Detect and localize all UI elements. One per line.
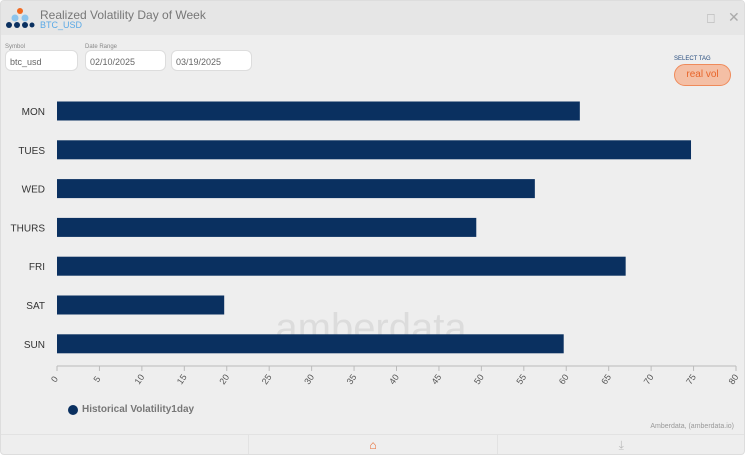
x-tick-label: 10 <box>132 372 146 386</box>
bar-tues <box>57 140 692 160</box>
bar-sat <box>57 295 225 315</box>
bar-fri <box>57 256 626 276</box>
credit: Amberdata, (amberdata.io) <box>650 423 734 430</box>
x-tick-label: 80 <box>727 372 741 386</box>
category-label: THURS <box>11 223 46 234</box>
x-tick-label: 25 <box>260 372 274 386</box>
category-label: SAT <box>26 301 45 312</box>
category-label: WED <box>22 185 45 196</box>
x-tick-label: 50 <box>472 372 486 386</box>
x-tick-label: 20 <box>217 372 231 386</box>
symbol-label: Symbol <box>5 44 26 50</box>
footer-toolbar: ⌂ ⤓ <box>1 434 744 454</box>
x-tick-label: 45 <box>430 372 444 386</box>
bookmark-icon[interactable]: ⎕ <box>707 11 715 26</box>
header: Realized Volatility Day of Week BTC_USD … <box>1 1 744 35</box>
x-tick-label: 15 <box>175 372 189 386</box>
x-tick-label: 55 <box>514 372 528 386</box>
x-tick-label: 60 <box>557 372 571 386</box>
footer-spacer <box>1 435 250 454</box>
chart-subtitle: BTC_USD <box>40 20 83 30</box>
x-tick-label: 0 <box>49 374 60 384</box>
bar-thurs <box>57 217 477 237</box>
x-tick-label: 5 <box>91 374 102 384</box>
category-label: SUN <box>24 340 45 351</box>
legend-marker <box>68 404 78 415</box>
download-icon[interactable]: ⤓ <box>498 435 744 454</box>
x-tick-label: 75 <box>684 372 698 386</box>
category-label: FRI <box>29 262 45 273</box>
camera-icon[interactable]: ⌂ <box>249 435 498 454</box>
bar-wed <box>57 179 535 199</box>
symbol-input[interactable]: btc_usd <box>5 50 78 71</box>
x-tick-label: 40 <box>387 372 401 386</box>
bar-mon <box>57 101 580 121</box>
select-tag-label: SELECT TAG <box>674 56 711 62</box>
amberdata-logo-icon <box>6 8 35 28</box>
x-tick-label: 30 <box>302 372 316 386</box>
date-range-label: Date Range <box>85 44 118 50</box>
bar-sun <box>57 334 564 354</box>
legend-label: Historical Volatility1day <box>82 404 195 415</box>
legend-item[interactable]: Historical Volatility1day <box>68 404 194 415</box>
category-label: MON <box>22 107 45 118</box>
x-tick-label: 65 <box>599 372 613 386</box>
date-start-input[interactable]: 02/10/2025 <box>85 50 166 71</box>
x-tick-label: 70 <box>642 372 656 386</box>
x-tick-label: 35 <box>345 372 359 386</box>
date-end-input[interactable]: 03/19/2025 <box>171 50 252 71</box>
category-label: TUES <box>18 146 45 157</box>
close-icon[interactable]: ✕ <box>728 9 740 25</box>
chart-title: Realized Volatility Day of Week <box>40 8 206 22</box>
tag-real-vol-button[interactable]: real vol <box>674 64 731 86</box>
